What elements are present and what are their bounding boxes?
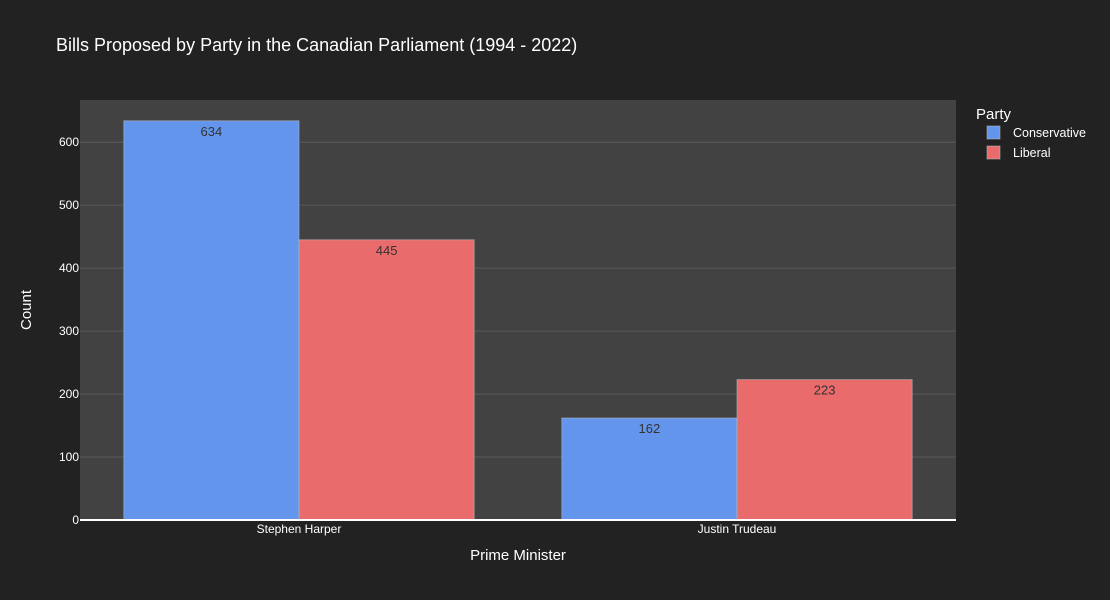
x-axis-title: Prime Minister [470,547,566,564]
y-tick-label-200: 200 [59,387,79,401]
bar-label-liberal-justin-trudeau: 223 [814,383,836,398]
chart-title: Bills Proposed by Party in the Canadian … [56,35,577,55]
legend: Party Conservative Liberal [976,106,1086,160]
y-axis-title: Count [18,289,35,330]
y-tick-label-400: 400 [59,261,79,275]
y-tick-label-300: 300 [59,324,79,338]
y-tick-label-500: 500 [59,198,79,212]
y-tick-label-600: 600 [59,135,79,149]
legend-label-conservative: Conservative [1013,126,1086,140]
y-tick-label-0: 0 [72,513,79,527]
bar-label-conservative-justin-trudeau: 162 [639,421,661,436]
legend-label-liberal: Liberal [1013,146,1051,160]
bar-label-conservative-stephen-harper: 634 [201,124,223,139]
legend-items: Conservative Liberal [986,125,1086,160]
legend-swatch-conservative [986,125,1001,140]
y-axis-ticks: 0 100 200 300 400 500 600 [59,135,79,527]
x-axis-ticks: Stephen Harper Justin Trudeau [257,522,777,536]
legend-title: Party [976,106,1012,123]
bars [123,120,913,521]
bar-label-liberal-stephen-harper: 445 [376,243,398,258]
x-tick-label-stephen-harper: Stephen Harper [257,522,342,536]
bar-conservative-justin-trudeau [561,417,738,521]
y-tick-label-100: 100 [59,450,79,464]
bar-liberal-justin-trudeau [736,379,913,521]
x-tick-label-justin-trudeau: Justin Trudeau [698,522,777,536]
legend-swatch-liberal [986,145,1001,160]
bar-conservative-stephen-harper [123,120,300,521]
bar-labels: 634 445 162 223 [201,124,836,436]
bar-liberal-stephen-harper [298,239,475,521]
